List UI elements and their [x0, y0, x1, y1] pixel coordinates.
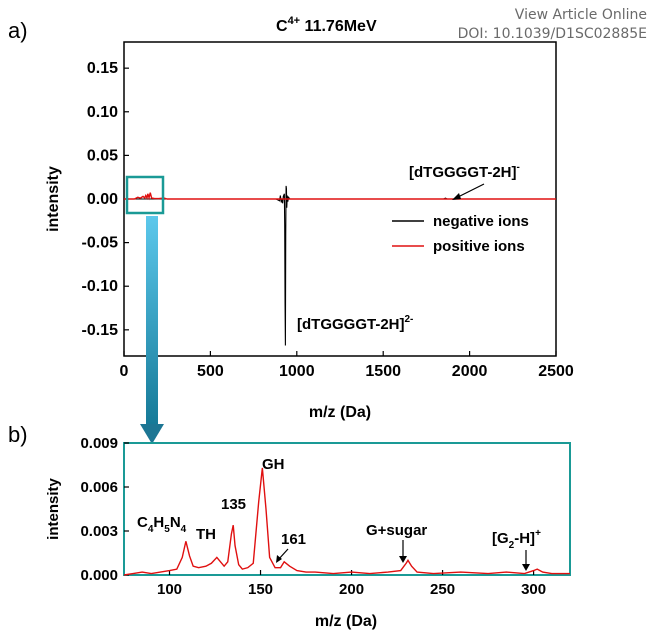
- title-ion: C: [276, 18, 288, 35]
- panel-b-y-axis: 0.009 0.006 0.003 0.000: [80, 435, 129, 584]
- x-tick-label: 150: [248, 581, 273, 598]
- panel-a-x-axis-label: m/z (Da): [309, 404, 371, 421]
- annotation-arrow-minus: [455, 183, 485, 199]
- zoom-region-box: [125, 175, 165, 215]
- panel-b-x-axis-label: m/z (Da): [315, 613, 377, 630]
- annotation-arrowhead-g2: [522, 564, 530, 571]
- panel-b-x-axis: 100 150 200 250 300: [157, 570, 546, 598]
- y-tick-label: -0.10: [82, 278, 119, 295]
- panel-b-series: [123, 467, 570, 576]
- x-tick-label: 300: [521, 581, 546, 598]
- panel-b-plot-frame: [123, 442, 571, 576]
- y-tick-label: 0.000: [80, 567, 118, 584]
- x-tick-label: 250: [430, 581, 455, 598]
- series-line-spectrum: [123, 467, 570, 576]
- series-line-positive-ions: [124, 192, 556, 201]
- annotation-arrowhead-g-sugar: [399, 556, 407, 563]
- y-tick-label: 0.00: [87, 191, 118, 208]
- legend: negative ions positive ions: [392, 213, 529, 255]
- x-tick-label: 100: [157, 581, 182, 598]
- annotation-135: 135: [221, 496, 246, 513]
- annotation-arrowhead-161: [276, 555, 282, 563]
- y-tick-label: -0.15: [82, 322, 119, 339]
- x-tick-label: 1000: [279, 363, 315, 380]
- y-tick-label: 0.009: [80, 435, 118, 452]
- x-tick-label: 500: [197, 363, 224, 380]
- y-tick-label: 0.10: [87, 104, 118, 121]
- doi-text: DOI: 10.1039/D1SC02885E: [457, 26, 647, 42]
- legend-label-positive: positive ions: [433, 238, 525, 255]
- annotation-dtggggt-minus: [dTGGGGT-2H]-: [409, 162, 520, 181]
- title-charge: 4+: [288, 15, 301, 27]
- annotation-c4h5n4: C4H5N4: [137, 514, 187, 535]
- panel-a-x-axis: 0 500 1000 1500 2000 2500: [120, 351, 574, 380]
- annotation-th: TH: [196, 526, 216, 543]
- y-tick-label: -0.05: [82, 235, 119, 252]
- x-tick-label: 0: [120, 363, 129, 380]
- annotation-gh: GH: [262, 456, 285, 473]
- title-energy: 11.76MeV: [300, 18, 377, 35]
- x-tick-label: 2500: [538, 363, 574, 380]
- panel-b-label: b): [8, 422, 28, 447]
- annotation-161: 161: [281, 531, 306, 548]
- annotation-g2-h-plus: [G2-H]+: [492, 528, 541, 551]
- view-article-online-link[interactable]: View Article Online: [514, 7, 647, 23]
- panel-a-y-axis: 0.15 0.10 0.05 0.00 -0.05 -0.10 -0.15: [82, 60, 129, 339]
- y-tick-label: 0.003: [80, 523, 118, 540]
- zoom-arrow-head: [140, 424, 164, 444]
- panel-a-title: C4+ 11.76MeV: [276, 15, 377, 35]
- panel-a-y-axis-label: intensity: [45, 166, 62, 232]
- x-tick-label: 200: [339, 581, 364, 598]
- panel-b-y-axis-label: intensity: [45, 478, 62, 540]
- annotation-g-sugar: G+sugar: [366, 522, 427, 539]
- x-tick-label: 2000: [452, 363, 488, 380]
- y-tick-label: 0.006: [80, 479, 118, 496]
- annotation-arrowhead-minus: [452, 193, 461, 200]
- zoom-arrow-shaft: [146, 216, 158, 424]
- annotation-dtggggt-2minus: [dTGGGGT-2H]2-: [297, 314, 413, 333]
- panel-a-label: a): [8, 18, 28, 43]
- x-tick-label: 1500: [365, 363, 401, 380]
- panel-a-series: [124, 185, 556, 346]
- legend-label-negative: negative ions: [433, 213, 529, 230]
- y-tick-label: 0.05: [87, 147, 118, 164]
- y-tick-label: 0.15: [87, 60, 118, 77]
